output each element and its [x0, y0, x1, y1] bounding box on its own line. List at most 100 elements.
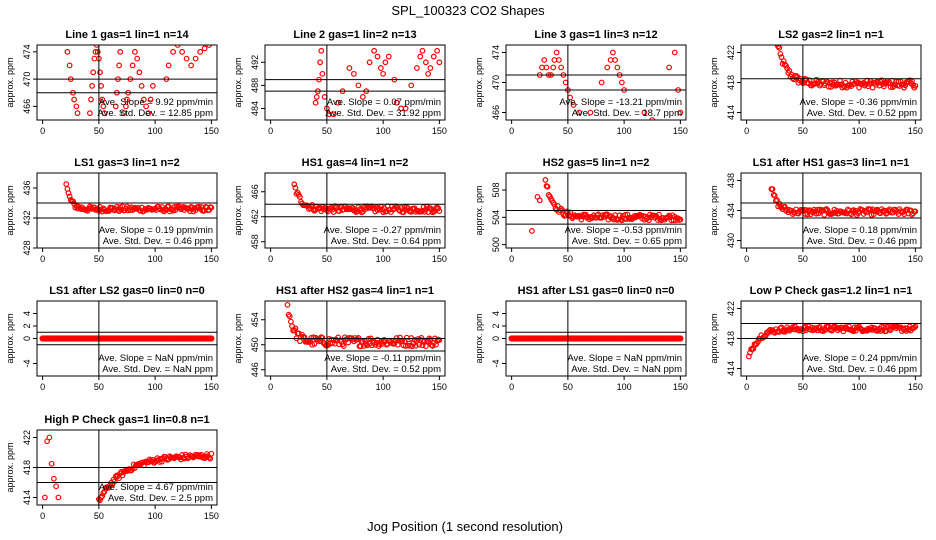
std-annotation: Ave. Std. Dev. = 0.65 ppm [572, 236, 682, 247]
x-tick-label: 50 [322, 126, 332, 136]
panel-title: Line 1 gas=1 lin=1 n=14 [65, 29, 189, 41]
data-point [402, 105, 409, 112]
panel-9: HS1 after HS2 gas=4 lin=1 n=1 approx. ppm… [233, 285, 447, 392]
data-point [433, 341, 439, 348]
y-tick-label: 470 [491, 75, 501, 90]
data-point [317, 59, 324, 66]
x-tick-label: 0 [509, 382, 514, 392]
y-tick-label: 470 [22, 72, 32, 87]
data-point [576, 109, 583, 116]
data-point [117, 48, 124, 55]
data-point [113, 203, 120, 210]
y-tick-label: 0 [22, 336, 32, 341]
data-point [313, 94, 320, 100]
panel-reference-lines [741, 301, 921, 376]
std-annotation: Ave. Std. Dev. = 0.46 ppm [807, 236, 917, 247]
data-point [422, 343, 429, 349]
x-tick-label: 100 [148, 511, 163, 521]
y-tick-label: 414 [726, 105, 736, 120]
y-tick-label: 4 [491, 311, 501, 316]
data-point [553, 49, 560, 56]
data-point [626, 216, 633, 222]
panel-frame [505, 172, 687, 249]
data-point [563, 208, 570, 215]
data-point [66, 193, 73, 200]
slope-annotation: Ave. Slope = 0.19 ppm/min [99, 225, 213, 236]
data-point [359, 94, 366, 100]
y-tick-label: 500 [491, 237, 501, 252]
panel-3: LS2 gas=2 lin=1 n=1 approx. ppm 0 50 100 150 4… [709, 29, 923, 136]
data-point [286, 313, 293, 320]
data-point [170, 48, 177, 55]
y-tick-label: 454 [250, 312, 260, 327]
data-point [745, 353, 752, 360]
data-point [778, 324, 785, 331]
data-point [652, 212, 659, 219]
data-point [101, 488, 108, 495]
data-point [63, 181, 70, 188]
x-tick-label: 50 [798, 254, 808, 264]
data-point [122, 103, 129, 110]
x-tick-label: 50 [798, 126, 808, 136]
x-tick-label: 0 [40, 511, 45, 521]
y-tick-label: 428 [22, 240, 32, 255]
slope-annotation: Ave. Slope = 0.24 ppm/min [803, 353, 917, 364]
std-annotation: Ave. Std. Dev. = 12.85 ppm [97, 108, 213, 119]
data-point [41, 494, 48, 501]
x-tick-label: 100 [148, 126, 163, 136]
data-point [677, 335, 684, 342]
data-point [129, 62, 136, 69]
slope-annotation: Ave. Slope = NaN ppm/min [567, 353, 682, 364]
data-point [319, 70, 326, 77]
data-point [542, 177, 549, 183]
x-tick-label: 150 [204, 126, 219, 136]
data-point [66, 62, 73, 69]
slope-annotation: Ave. Slope = -0.11 ppm/min [324, 353, 441, 364]
x-tick-label: 100 [376, 382, 391, 392]
panel-points [39, 335, 215, 342]
data-point [119, 472, 126, 479]
data-point [46, 434, 53, 441]
data-point [48, 460, 55, 467]
panel-frame [264, 172, 446, 249]
data-point [776, 45, 783, 51]
x-tick-label: 0 [509, 254, 514, 264]
x-tick-label: 150 [908, 126, 923, 136]
y-tick-label: 484 [250, 101, 260, 116]
data-point [677, 109, 684, 116]
data-point [604, 64, 611, 71]
data-point [112, 103, 119, 110]
data-point [292, 325, 299, 332]
data-point [435, 205, 442, 212]
data-point [408, 82, 415, 89]
panel-ylabel: approx. ppm [5, 442, 15, 492]
panel-frame [36, 44, 218, 121]
data-point [436, 59, 443, 66]
data-point [775, 203, 782, 210]
x-tick-label: 150 [673, 382, 688, 392]
data-point [624, 211, 631, 218]
data-point [131, 204, 138, 211]
data-point [65, 190, 72, 196]
data-point [55, 494, 62, 501]
panel-7: LS1 after HS1 gas=3 lin=1 n=1 approx. ppm… [709, 157, 923, 264]
data-point [570, 102, 577, 108]
x-tick-label: 0 [40, 254, 45, 264]
data-point [541, 57, 548, 63]
data-point [380, 70, 387, 77]
y-tick-label: 504 [491, 210, 501, 225]
x-tick-label: 50 [94, 382, 104, 392]
data-point [555, 57, 562, 63]
data-point [197, 48, 204, 55]
data-point [806, 77, 813, 84]
data-point [92, 48, 99, 55]
data-point [89, 83, 96, 89]
data-point [543, 64, 550, 71]
data-point [71, 96, 78, 103]
panel-4: LS1 gas=3 lin=1 n=2 approx. ppm 0 50 100 150 4… [5, 157, 219, 264]
panel-points [284, 301, 443, 350]
data-point [550, 64, 557, 71]
y-tick-label: 2 [491, 323, 501, 328]
data-point [558, 64, 565, 71]
data-point [208, 335, 215, 342]
